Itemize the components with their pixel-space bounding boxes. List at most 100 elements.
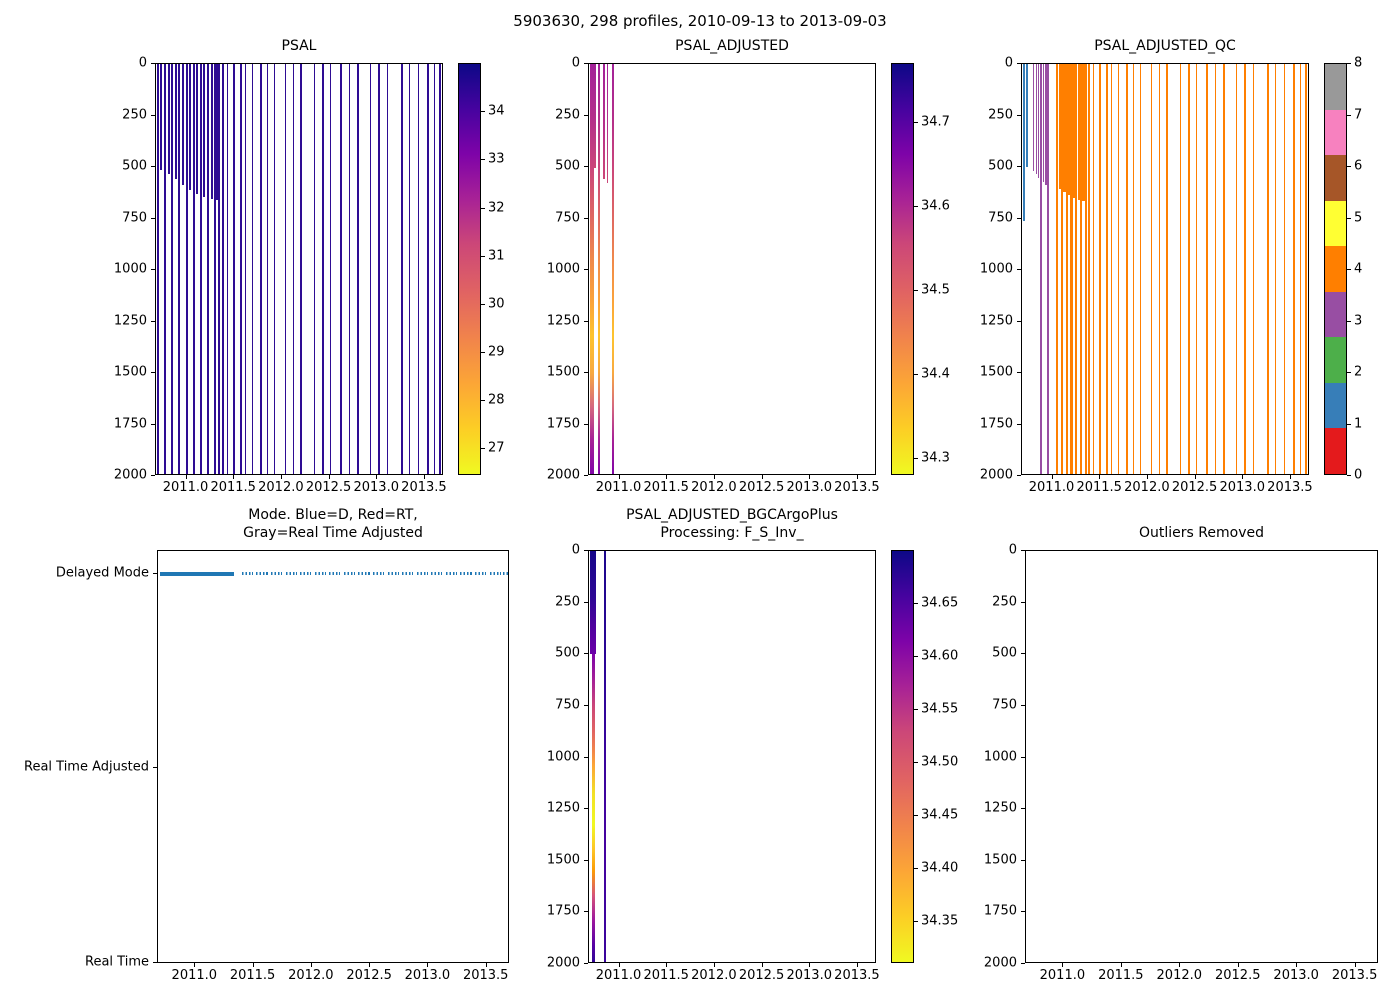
y-tick-label: 500 bbox=[988, 158, 1013, 174]
x-tick-mark bbox=[252, 963, 254, 967]
y-tick-mark bbox=[584, 550, 588, 551]
x-tick-mark bbox=[809, 963, 811, 967]
profile-line bbox=[1293, 64, 1295, 474]
colorbar bbox=[891, 63, 914, 475]
y-tick-label: 1500 bbox=[546, 852, 580, 868]
y-tick-label: 750 bbox=[555, 697, 580, 713]
outliers-removed-plot-area bbox=[1025, 550, 1378, 963]
colorbar-tick-label: 34.55 bbox=[921, 701, 959, 717]
x-tick-label: 2012.0 bbox=[258, 480, 304, 495]
panel-psal-adjusted-qc-title: PSAL_ADJUSTED_QC bbox=[951, 38, 1379, 56]
colorbar-tick-mark bbox=[914, 205, 918, 207]
profile-line bbox=[1084, 64, 1087, 474]
y-tick-mark bbox=[151, 63, 155, 64]
colorbar-tick-mark bbox=[1347, 217, 1351, 219]
colorbar-tick-mark bbox=[1347, 63, 1351, 64]
profile-line bbox=[1244, 64, 1246, 474]
x-tick-label: 2013.5 bbox=[401, 480, 447, 495]
profile-line bbox=[1025, 64, 1028, 167]
colorbar-tick-label: 34.3 bbox=[921, 450, 950, 466]
colorbar-tick-label: 5 bbox=[1354, 210, 1363, 225]
profile-line bbox=[1283, 64, 1285, 474]
colorbar-tick-label: 34.40 bbox=[921, 860, 959, 876]
x-tick-mark bbox=[1051, 475, 1053, 479]
y-tick-mark bbox=[584, 756, 588, 758]
y-tick-mark bbox=[151, 372, 155, 373]
y-tick-mark bbox=[584, 114, 588, 116]
profile-line bbox=[171, 64, 174, 474]
colorbar-tick-label: 1 bbox=[1354, 416, 1363, 431]
y-tick-mark bbox=[1021, 859, 1025, 861]
x-tick-mark bbox=[185, 475, 187, 479]
x-tick-mark bbox=[233, 475, 235, 479]
x-tick-label: 2012.5 bbox=[738, 480, 785, 495]
y-tick-label: 0 bbox=[138, 55, 147, 71]
profile-line bbox=[300, 64, 302, 474]
profile-line bbox=[357, 64, 359, 474]
colorbar-tick-mark bbox=[914, 290, 918, 292]
y-tick-mark bbox=[1017, 475, 1021, 476]
x-tick-label: 2012.0 bbox=[1156, 968, 1203, 983]
profile-line bbox=[348, 64, 351, 474]
colorbar-tick-mark bbox=[914, 458, 918, 460]
profile-line bbox=[251, 64, 254, 474]
profile-line bbox=[1150, 64, 1153, 474]
y-tick-label: 500 bbox=[555, 158, 580, 174]
colorbar-tick-mark bbox=[481, 159, 485, 161]
y-tick-mark bbox=[1021, 808, 1025, 810]
x-tick-label: 2012.5 bbox=[738, 968, 785, 983]
y-tick-label: 500 bbox=[992, 645, 1017, 661]
colorbar-segment bbox=[1325, 246, 1346, 292]
x-tick-mark bbox=[423, 475, 425, 479]
colorbar-segment bbox=[1325, 155, 1346, 201]
colorbar-tick-mark bbox=[1347, 166, 1351, 167]
colorbar-tick-label: 34.65 bbox=[921, 595, 959, 611]
y-tick-mark bbox=[1017, 63, 1021, 64]
x-tick-label: 2011.5 bbox=[1098, 968, 1144, 983]
y-tick-label: 1250 bbox=[979, 313, 1013, 328]
y-tick-mark bbox=[1017, 114, 1021, 116]
x-tick-label: 2012.0 bbox=[691, 480, 737, 495]
x-tick-mark bbox=[666, 475, 668, 479]
profile-line bbox=[1080, 64, 1083, 474]
profile-line bbox=[1117, 64, 1120, 474]
profile-line bbox=[203, 64, 206, 197]
colorbar-segment bbox=[1325, 428, 1346, 474]
y-tick-mark bbox=[584, 423, 588, 425]
profile-line bbox=[174, 64, 177, 180]
y-tick-label: 750 bbox=[555, 210, 580, 225]
colorbar-segment bbox=[1325, 64, 1346, 110]
y-tick-label: 1250 bbox=[546, 800, 580, 816]
profile-line bbox=[439, 64, 441, 474]
profile-line bbox=[1035, 64, 1038, 175]
profile-line bbox=[1092, 64, 1095, 474]
colorbar-tick-label: 28 bbox=[488, 392, 505, 408]
profile-line bbox=[206, 64, 209, 474]
x-tick-label: 2011.5 bbox=[210, 480, 256, 495]
colorbar-tick-mark bbox=[914, 761, 918, 763]
colorbar-tick-mark bbox=[481, 400, 485, 402]
x-tick-mark bbox=[666, 963, 668, 967]
y-tick-label: 1750 bbox=[979, 416, 1013, 431]
x-tick-label: 2011.0 bbox=[595, 968, 642, 983]
y-tick-mark bbox=[153, 573, 157, 575]
profile-line bbox=[164, 64, 167, 474]
colorbar-tick-mark bbox=[1347, 320, 1351, 322]
colorbar-tick-mark bbox=[481, 207, 485, 209]
profile-line bbox=[260, 64, 262, 474]
x-tick-mark bbox=[1062, 963, 1064, 967]
y-tick-label: 250 bbox=[555, 594, 580, 610]
mode-line-segment bbox=[431, 572, 443, 576]
y-tick-label: 250 bbox=[122, 107, 147, 122]
colorbar-tick-label: 4 bbox=[1354, 261, 1363, 277]
y-tick-label: 1000 bbox=[546, 261, 580, 277]
profile-line bbox=[611, 64, 614, 474]
profile-line bbox=[1214, 64, 1217, 474]
y-tick-mark bbox=[153, 961, 157, 963]
y-tick-label: 1750 bbox=[546, 903, 580, 919]
x-tick-mark bbox=[761, 963, 763, 967]
profile-line bbox=[1110, 64, 1113, 474]
profile-line bbox=[604, 551, 607, 962]
psal-adjusted-plot-area bbox=[588, 63, 876, 475]
colorbar-tick-mark bbox=[1347, 475, 1351, 476]
